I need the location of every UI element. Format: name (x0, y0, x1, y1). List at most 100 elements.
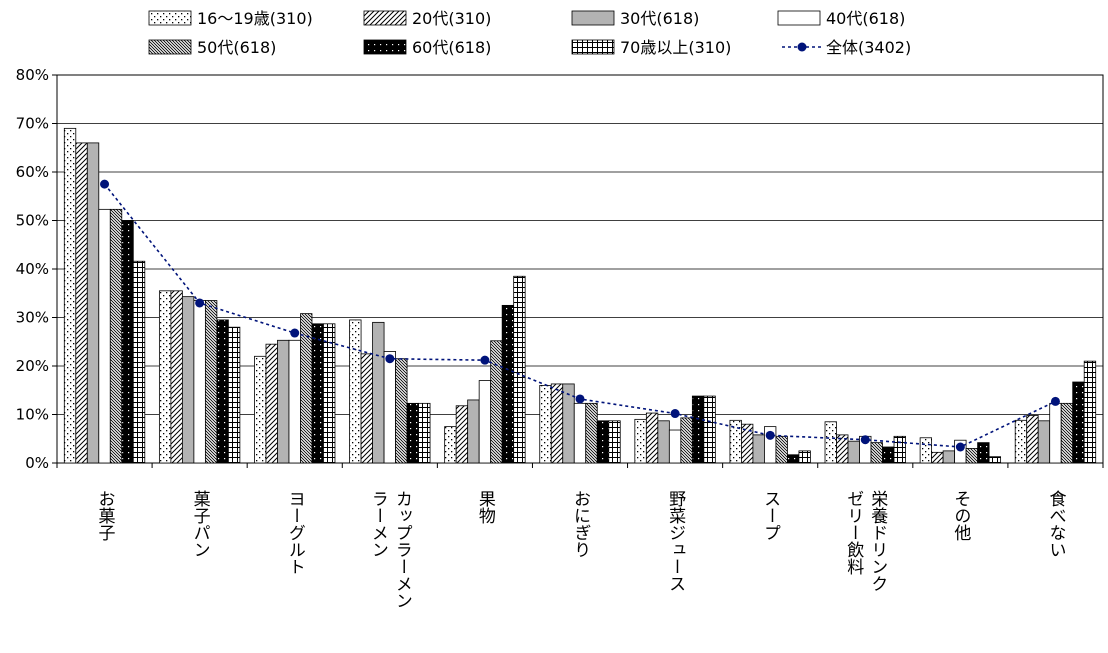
bar-60代(618)-8 (882, 446, 895, 464)
legend-label: 40代(618) (826, 9, 905, 28)
legend-label: 70歳以上(310) (620, 38, 731, 57)
bar-60代(618)-1 (216, 319, 229, 464)
legend-label: 60代(618) (412, 38, 491, 57)
legend-item-5: 60代(618) (363, 38, 491, 57)
y-tick-label: 70% (16, 115, 49, 133)
bar-40代(618)-3 (383, 351, 396, 464)
category-label-0-0: お菓子 (95, 490, 116, 541)
category-label-3-1: ラーメン (368, 490, 388, 558)
bar-20代(310)-7 (741, 423, 754, 464)
bar-20代(310)-5 (550, 383, 564, 464)
bar-30代(618)-7 (752, 434, 765, 464)
bar-50代(618)-2 (300, 313, 313, 464)
point-全体(3402)-5 (575, 394, 585, 404)
bar-16～19歳(310)-4 (444, 426, 457, 464)
bar-60代(618)-9 (977, 442, 990, 464)
category-label-9-0: その他 (950, 490, 971, 541)
category-label-4-0: 果物 (475, 490, 496, 524)
bar-70歳以上(310)-8 (893, 435, 906, 464)
bar-40代(618)-1 (193, 300, 206, 464)
point-全体(3402)-9 (955, 442, 965, 452)
legend-swatch (363, 10, 407, 26)
bar-16～19歳(310)-6 (634, 418, 647, 464)
bar-20代(310)-1 (170, 290, 183, 464)
bar-16～19歳(310)-2 (254, 355, 267, 464)
bar-70歳以上(310)-2 (323, 323, 336, 464)
bar-16～19歳(310)-1 (158, 290, 172, 464)
legend-label: 16～19歳(310) (197, 9, 313, 28)
legend-label: 20代(310) (412, 9, 491, 28)
bar-20代(310)-2 (265, 343, 278, 464)
bar-50代(618)-6 (680, 417, 693, 464)
bar-30代(618)-2 (277, 339, 290, 464)
bar-70歳以上(310)-1 (227, 326, 241, 464)
bar-40代(618)-4 (478, 380, 492, 464)
bar-60代(618)-2 (311, 323, 324, 464)
bar-40代(618)-10 (1049, 402, 1062, 464)
point-全体(3402)-7 (765, 430, 775, 440)
legend-item-3: 40代(618) (777, 9, 905, 28)
bar-60代(618)-0 (121, 220, 134, 464)
legend-label: 50代(618) (197, 38, 276, 57)
bar-70歳以上(310)-5 (608, 420, 621, 464)
bar-50代(618)-10 (1060, 402, 1074, 464)
category-label-6-0: 野菜ジュース (665, 490, 686, 592)
bar-30代(618)-1 (181, 296, 195, 464)
legend-swatch (777, 10, 821, 26)
bar-50代(618)-8 (870, 442, 883, 464)
plot-area: 0% 10% 20% 30% 40% 50% 60% 70% 80% (16, 66, 1104, 472)
legend-item-7: 全体(3402) (782, 38, 911, 57)
y-tick-label: 0% (25, 454, 49, 472)
bar-20代(310)-10 (1026, 415, 1039, 464)
bar-60代(618)-6 (691, 395, 705, 464)
bar-16～19歳(310)-10 (1014, 419, 1028, 464)
bar-60代(618)-3 (406, 402, 419, 464)
bar-40代(618)-0 (98, 208, 111, 464)
legend: 16～19歳(310) 20代(310) 30代(618) 40代(618) 50代(6… (148, 9, 911, 57)
legend-swatch (148, 39, 192, 55)
point-全体(3402)-0 (100, 179, 110, 189)
point-全体(3402)-4 (480, 355, 490, 365)
legend-item-6: 70歳以上(310) (571, 38, 731, 57)
bar-70歳以上(310)-10 (1083, 360, 1097, 464)
bar-30代(618)-4 (467, 399, 480, 464)
bar-60代(618)-7 (787, 454, 800, 464)
bar-30代(618)-3 (372, 321, 385, 464)
bar-50代(618)-7 (775, 435, 788, 464)
bar-50代(618)-4 (490, 340, 503, 464)
bar-30代(618)-8 (847, 440, 860, 464)
point-全体(3402)-3 (385, 354, 395, 364)
legend-item-1: 20代(310) (363, 9, 491, 28)
category-label-7-0: スープ (760, 490, 780, 541)
bar-50代(618)-1 (204, 300, 218, 464)
y-tick-label: 30% (16, 309, 49, 327)
category-label-2-0: ヨーグルト (285, 490, 305, 575)
bar-40代(618)-2 (288, 339, 301, 464)
bar-16～19歳(310)-8 (824, 421, 837, 464)
bar-70歳以上(310)-0 (132, 260, 146, 464)
bar-70歳以上(310)-4 (513, 275, 526, 464)
bar-30代(618)-0 (86, 142, 100, 464)
bar-30代(618)-10 (1037, 420, 1051, 464)
legend-item-0: 16～19歳(310) (148, 9, 313, 28)
category-label-5-0: おにぎり (570, 490, 590, 558)
bar-16～19歳(310)-9 (919, 437, 933, 464)
y-tick-label: 60% (16, 163, 49, 181)
category-label-10-0: 食べない (1045, 490, 1066, 558)
bar-16～19歳(310)-3 (349, 319, 362, 464)
bar-20代(310)-9 (931, 451, 944, 464)
legend-swatch (571, 10, 615, 26)
point-全体(3402)-8 (860, 435, 870, 445)
bar-40代(618)-6 (668, 429, 682, 464)
y-tick-label: 20% (16, 357, 49, 375)
point-全体(3402)-2 (290, 328, 300, 338)
bar-50代(618)-3 (395, 358, 408, 464)
bar-16～19歳(310)-5 (539, 384, 552, 464)
category-label-8-1: ゼリー飲料 (843, 490, 864, 575)
y-tick-label: 80% (16, 66, 49, 84)
bar-70歳以上(310)-6 (703, 395, 716, 464)
bar-70歳以上(310)-9 (988, 456, 1002, 464)
category-label-8-0: 栄養ドリンク (867, 490, 888, 592)
